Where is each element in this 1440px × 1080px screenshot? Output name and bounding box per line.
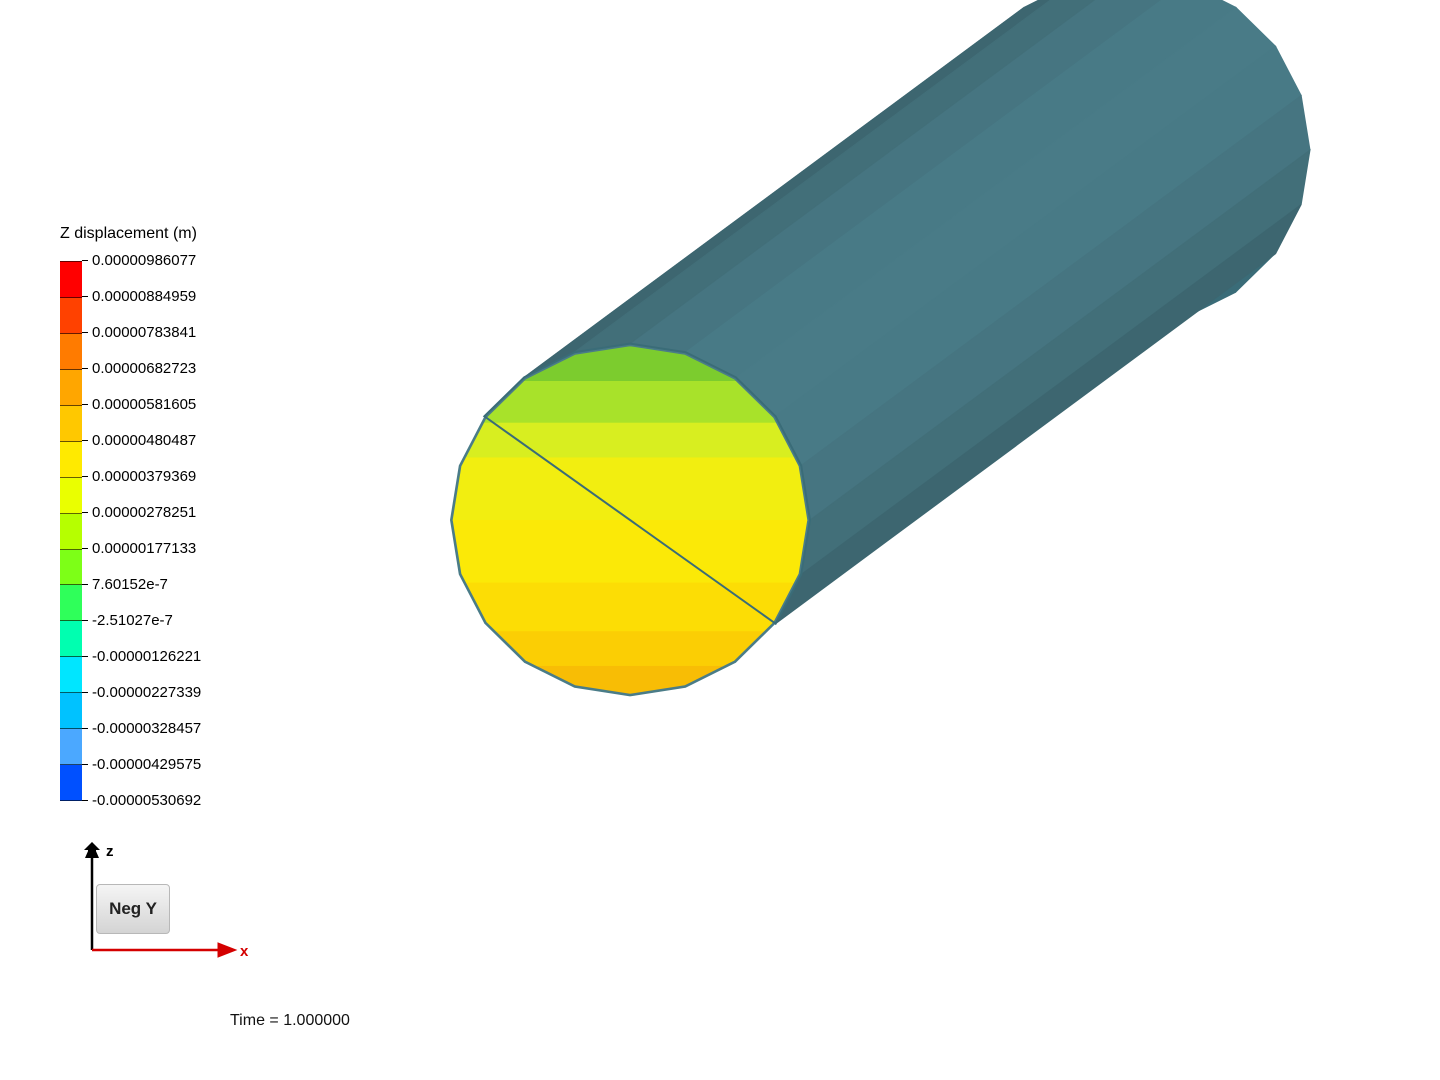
legend-segment (60, 334, 82, 370)
x-label: x (240, 943, 249, 960)
legend-tick: 7.60152e-7 (82, 576, 168, 593)
color-legend: Z displacement (m) 0.00000986077 0.000008… (60, 225, 197, 801)
time-readout: Time = 1.000000 (230, 1012, 350, 1030)
legend-segment (60, 765, 82, 801)
legend-segment (60, 550, 82, 586)
legend-title: Z displacement (m) (60, 225, 197, 243)
legend-segment (60, 729, 82, 765)
view-orientation-button[interactable]: Neg Y (96, 884, 170, 934)
legend-segment (60, 585, 82, 621)
legend-tick: -0.00000227339 (82, 684, 201, 701)
legend-tick: 0.00000480487 (82, 432, 196, 449)
legend-tick: 0.00000783841 (82, 324, 196, 341)
legend-segment (60, 621, 82, 657)
legend-tick: -0.00000328457 (82, 720, 201, 737)
legend-tick: 0.00000682723 (82, 360, 196, 377)
legend-segment (60, 370, 82, 406)
front-cap-rim (450, 344, 810, 697)
legend-tick: -0.00000530692 (82, 792, 201, 809)
x-arrow-icon (218, 943, 236, 957)
legend-segment (60, 442, 82, 478)
legend-segment (60, 514, 82, 550)
front-cap-contour (451, 346, 810, 694)
z-label: z (106, 843, 114, 860)
legend-tick: 0.00000177133 (82, 540, 196, 557)
legend-segment (60, 406, 82, 442)
legend-tick: 0.00000986077 (82, 252, 196, 269)
front-cap-edge (484, 344, 810, 624)
legend-tick: 0.00000884959 (82, 288, 196, 305)
legend-tick: -0.00000429575 (82, 756, 201, 773)
legend-segment (60, 657, 82, 693)
legend-segment (60, 478, 82, 514)
legend-segment (60, 298, 82, 334)
legend-tick: -0.00000126221 (82, 648, 201, 665)
cylinder-body (484, 0, 1310, 624)
legend-tick: 0.00000379369 (82, 468, 196, 485)
legend-tick: -2.51027e-7 (82, 612, 173, 629)
legend-bar (60, 261, 82, 801)
legend-tick: 0.00000278251 (82, 504, 196, 521)
legend-segment (60, 693, 82, 729)
cylinder-back-cap (950, 0, 1310, 326)
legend-tick: 0.00000581605 (82, 396, 196, 413)
legend-segment (60, 261, 82, 298)
axis-triad[interactable]: z x Neg Y (60, 840, 250, 990)
